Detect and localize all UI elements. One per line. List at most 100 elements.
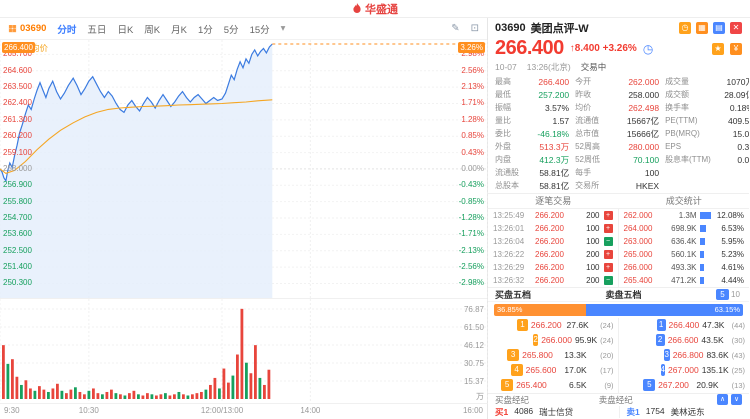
volume-chart[interactable]: 76.87 61.50 46.12 30.75 15.37 万 [0,298,488,404]
ask-brokers-title[interactable]: 卖盘经纪 [598,394,633,405]
quote-time: 13:26(北京) [526,62,571,73]
period-tab[interactable]: 15分 [249,24,270,36]
period-tab[interactable]: 1分 [197,24,213,36]
tick-trade-list: 13:25:49 266.200 200 +13:26:01 266.200 100 +13… [488,209,619,288]
price-axis-label: 251.400 [3,262,32,272]
volume-axis-label: 46.12 [463,341,484,350]
sell-tick-icon: − [603,276,613,286]
ask-row[interactable]: 2 266.600 43.5K (30) [619,333,750,348]
ask-row[interactable]: 3 266.800 83.6K (43) [619,348,750,363]
intraday-chart[interactable]: 分时均价 266.400 3.26% 265.700264.600263.500… [0,40,488,298]
stat-value: 70.100 [633,154,660,165]
stat-label: 每手 [575,168,592,178]
stat-label: 股息率(TTM) [665,155,711,165]
level-order-count: (30) [731,335,746,345]
depth-5-toggle[interactable]: 5 [716,289,729,301]
ask-broker-name: 美林远东 [670,407,705,418]
ask-broker[interactable]: 卖1 1754 美林远东 [618,406,750,419]
rewards-icon[interactable]: ★ [712,42,724,55]
tick-row: 13:25:49 266.200 200 + [493,209,613,222]
level-volume: 13.3K [564,350,587,361]
depth-10-toggle[interactable]: 10 [731,290,740,300]
period-tab[interactable]: 5分 [223,24,239,36]
bid-row[interactable]: 1 266.200 27.6K (24) [488,318,618,333]
bid-broker[interactable]: 买1 4086 瑞士信贷 [488,406,619,418]
level-order-count: (24) [600,335,614,345]
stat-value: 409.55 [727,115,749,126]
tab-tick-trades[interactable]: 逐笔交易 [535,196,572,207]
price-axis-label: 261.300 [3,114,32,124]
distribution-row: 263.000 636.4K 5.95% [624,235,745,248]
close-icon[interactable]: ✕ [730,21,742,34]
stat-cell: 昨收 258.000 [575,88,659,101]
level-volume: 20.9K [696,380,719,391]
report-icon[interactable]: ▤ [713,21,725,34]
draw-icon[interactable]: ✎ [451,23,460,34]
stat-value: 280.000 [628,141,660,152]
stat-cell: 股息率(TTM) 0.00 [665,153,749,166]
fullscreen-icon[interactable]: ⊡ [470,23,479,34]
level-order-count: (9) [604,380,614,390]
tab-ask-levels[interactable]: 卖盘五档 [605,290,642,301]
period-tab[interactable]: 五日 [87,24,107,36]
ask-ratio: 63.15% [585,304,743,316]
bid-row[interactable]: 2 266.000 95.9K (24) [488,333,618,348]
market-status: 交易中 [580,62,607,73]
bid-broker-name: 瑞士信贷 [539,407,574,418]
period-tab[interactable]: 日K [117,24,134,36]
period-tab[interactable]: 周K [144,24,161,36]
price-axis-label: 258.000 [3,163,32,173]
quote-panel: 03690 美团点评-W ◷ ▦ ▤ ✕ 266.400 ↑8.400 +3.2… [488,18,749,419]
alarm-clock-icon[interactable]: ◷ [642,41,654,56]
volume-axis-label: 30.75 [463,358,484,368]
tick-row: 13:26:04 266.200 100− [493,235,613,248]
stat-cell: 成交额 28.09亿 [665,88,749,101]
stat-cell: 交易所 HKEX [575,179,659,192]
collapse-down-icon[interactable]: ∨ [731,394,742,406]
stat-value: 258.000 [628,89,660,100]
bell-icon[interactable]: ◷ [679,21,691,34]
dist-bar-fill [699,225,706,233]
bid-row[interactable]: 4 265.600 17.0K (17) [488,363,618,378]
stat-label: 总市值 [575,129,600,139]
stat-label: 振幅 [495,103,511,113]
period-tab[interactable]: 分时 [57,24,77,36]
tick-volume: 200 [586,211,600,221]
ask-row[interactable]: 5 267.200 20.9K (13) [619,378,750,393]
price-change-pct: +3.26% [602,43,637,55]
period-tab[interactable]: 月K [171,24,187,36]
calendar-icon[interactable]: ▦ [696,21,708,34]
tab-stock-code[interactable]: ▦ 03690 [8,23,46,34]
level-badge: 3 [507,349,520,362]
bid-row[interactable]: 5 265.400 6.5K (9) [488,378,618,393]
price-axis-label: 259.100 [3,147,32,157]
dist-bar-fill [699,251,705,259]
dist-price: 265.400 [623,276,653,286]
dist-bar [699,277,712,285]
bid-brokers-title[interactable]: 买盘经纪 [495,394,530,405]
level-price: 267.200 [658,380,689,391]
stat-value: 58.81亿 [539,167,570,178]
stat-label: 今开 [575,77,592,87]
tick-time: 13:26:29 [493,263,525,273]
market-status-row: 10-07 13:26(北京) 交易中 [488,61,749,73]
collapse-up-icon[interactable]: ∧ [717,394,728,406]
level-price: 266.800 [672,350,704,361]
stat-label: 流通股 [495,168,519,178]
time-axis-label: 12:00/13:00 [200,406,244,415]
bid-row[interactable]: 3 265.800 13.3K (20) [488,348,618,363]
ask-row[interactable]: 4 267.000 135.1K (25) [619,363,750,378]
trading-icon[interactable]: ¥ [730,42,742,55]
tab-trade-distribution[interactable]: 成交统计 [665,196,702,207]
level-price: 266.200 [530,320,562,331]
percent-axis-label: 0.00% [461,163,484,173]
level-volume: 43.5K [701,335,724,346]
stat-cell: 总股本 58.81亿 [495,179,569,192]
dist-bar-fill [699,264,704,272]
tab-bid-levels[interactable]: 买盘五档 [495,290,532,301]
stat-cell: 委比 -46.18% [495,127,569,140]
stat-label: 内盘 [495,155,511,165]
chevron-down-icon[interactable]: ▾ [280,23,286,34]
ask-row[interactable]: 1 266.400 47.3K (44) [619,318,750,333]
stat-label: 52周低 [575,155,600,165]
